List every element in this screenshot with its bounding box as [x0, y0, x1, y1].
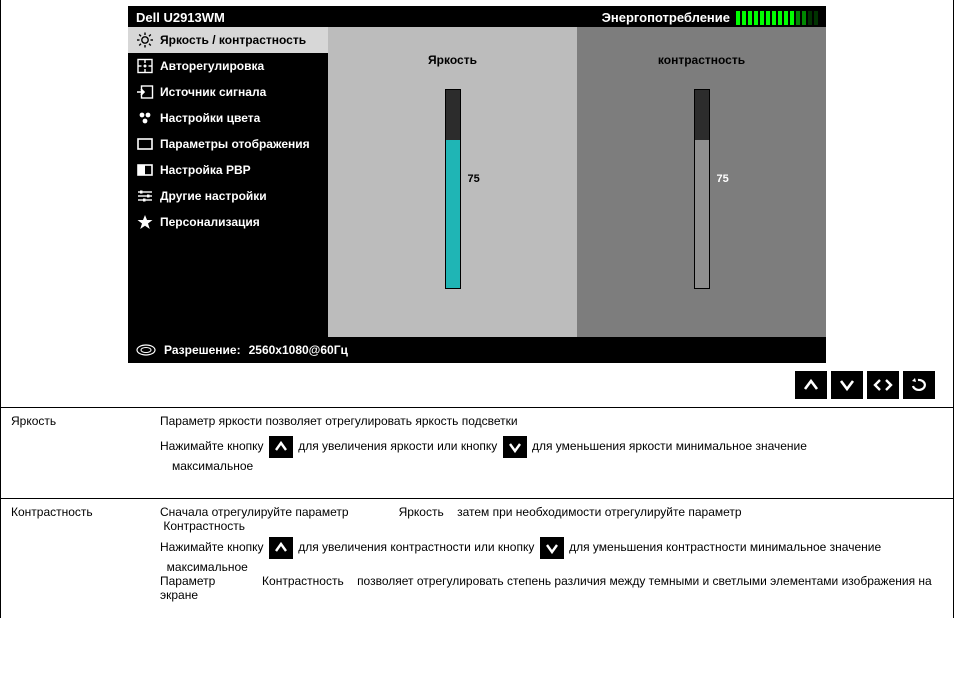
text: для уменьшения контрастности минимальное… [569, 540, 881, 554]
osd-content: Яркость 75 контрастность 75 [328, 27, 826, 337]
menu-item-label: Другие настройки [160, 189, 267, 203]
resolution-value: 2560x1080@60Гц [249, 343, 348, 357]
menu-item-display[interactable]: Параметры отображения [128, 131, 328, 157]
contrast-label: контрастность [658, 53, 745, 67]
text: Нажимайте кнопку [160, 540, 264, 554]
back-button[interactable] [903, 371, 935, 399]
row-contrast-body: Сначала отрегулируйте параметр Яркость з… [156, 499, 953, 609]
text: Контрастность [262, 574, 344, 588]
down-icon[interactable] [540, 537, 564, 559]
menu-item-personal[interactable]: Персонализация [128, 209, 328, 235]
osd-title: Dell U2913WM [136, 10, 225, 25]
rect-empty-icon [136, 136, 154, 152]
contrast-bar-rest [695, 90, 709, 140]
sun-icon [136, 32, 154, 48]
menu-item-label: Авторегулировка [160, 59, 264, 73]
text: затем при необходимости отрегулируйте па… [457, 505, 742, 519]
rect-fill-icon [136, 162, 154, 178]
row-brightness-label: Яркость [1, 408, 156, 499]
menu-item-auto[interactable]: Авторегулировка [128, 53, 328, 79]
contrast-bar-fill [695, 140, 709, 289]
leftright-button[interactable] [867, 371, 899, 399]
text: Сначала отрегулируйте параметр [160, 505, 349, 519]
brightness-column: Яркость 75 [328, 27, 577, 337]
menu-item-other[interactable]: Другие настройки [128, 183, 328, 209]
table-row: Контрастность Сначала отрегулируйте пара… [1, 499, 953, 609]
menu-item-label: Персонализация [160, 215, 260, 229]
star-icon [136, 214, 154, 230]
menu-item-label: Источник сигнала [160, 85, 266, 99]
up-icon[interactable] [269, 537, 293, 559]
text: для увеличения контрастности или кнопку [298, 540, 534, 554]
menu-item-pbp[interactable]: Настройка PBP [128, 157, 328, 183]
brightness-value: 75 [468, 173, 480, 185]
up-icon [802, 377, 820, 393]
text: максимальное [167, 560, 248, 574]
input-icon [136, 84, 154, 100]
menu-item-brightness[interactable]: Яркость / контрастность [128, 27, 328, 53]
down-icon[interactable] [503, 436, 527, 458]
up-button[interactable] [795, 371, 827, 399]
contrast-column: контрастность 75 [577, 27, 826, 337]
contrast-value: 75 [717, 173, 729, 185]
target-icon [136, 58, 154, 74]
text: Контрастность [163, 519, 245, 533]
menu-item-label: Яркость / контрастность [160, 33, 306, 47]
brightness-bar[interactable]: 75 [445, 89, 461, 289]
osd-panel: Dell U2913WM Энергопотребление Яркость /… [128, 6, 826, 363]
text: Яркость [399, 505, 444, 519]
dots-icon [136, 110, 154, 126]
menu-item-input[interactable]: Источник сигнала [128, 79, 328, 105]
back-icon [909, 377, 929, 393]
up-icon[interactable] [269, 436, 293, 458]
contrast-bar[interactable]: 75 [694, 89, 710, 289]
text: Параметр яркости позволяет отрегулироват… [160, 414, 943, 428]
leftright-icon [872, 377, 894, 393]
energy-label: Энергопотребление [602, 10, 730, 25]
osd-menu: Яркость / контрастность Авторегулировка Ис… [128, 27, 328, 337]
down-icon [838, 377, 856, 393]
menu-item-label: Настройка PBP [160, 163, 251, 177]
sliders-icon [136, 188, 154, 204]
text: Параметр [160, 574, 215, 588]
text: максимальное [172, 459, 253, 473]
table-row: Яркость Параметр яркости позволяет отрег… [1, 408, 953, 499]
menu-item-label: Настройки цвета [160, 111, 260, 125]
brightness-label: Яркость [428, 53, 477, 67]
menu-item-label: Параметры отображения [160, 137, 310, 151]
text: для уменьшения яркости минимальное значе… [532, 439, 807, 453]
down-button[interactable] [831, 371, 863, 399]
brightness-bar-rest [446, 90, 460, 140]
energy-meter [736, 11, 818, 25]
osd-controls [1, 363, 953, 407]
brightness-bar-fill [446, 140, 460, 289]
text: для увеличения яркости или кнопку [298, 439, 497, 453]
text: Нажимайте кнопку [160, 439, 264, 453]
resolution-icon [136, 344, 156, 356]
row-contrast-label: Контрастность [1, 499, 156, 609]
menu-item-color[interactable]: Настройки цвета [128, 105, 328, 131]
row-brightness-body: Параметр яркости позволяет отрегулироват… [156, 408, 953, 499]
resolution-key: Разрешение: [164, 343, 241, 357]
description-table: Яркость Параметр яркости позволяет отрег… [1, 407, 953, 608]
